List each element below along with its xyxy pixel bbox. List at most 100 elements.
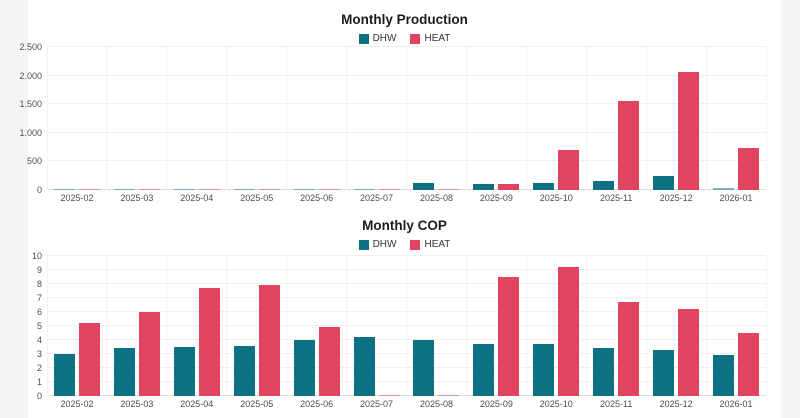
vertical-gridline	[346, 47, 348, 190]
y-tick-label: 1.000	[19, 127, 42, 138]
y-tick-label: 1.500	[19, 99, 42, 110]
vertical-gridline	[645, 47, 647, 190]
bar-group-2025-04	[167, 256, 227, 396]
bar-dhw-2025-11	[593, 181, 615, 190]
bar-dhw-2025-07	[353, 188, 375, 190]
bar-heat-2025-08	[438, 189, 460, 190]
bar-group-2025-11	[586, 256, 646, 396]
vertical-gridline	[465, 47, 467, 190]
bar-heat-2025-09	[498, 184, 520, 190]
bar-heat-2025-08	[438, 395, 460, 396]
bar-group-2026-01	[706, 47, 766, 190]
y-tick-label: 2.000	[19, 70, 42, 81]
x-tick-label: 2025-03	[120, 193, 154, 203]
bar-group-2025-10	[526, 256, 586, 396]
bar-group-2026-01	[706, 256, 766, 396]
bar-group-2025-09	[466, 256, 526, 396]
bar-dhw-2026-01	[713, 188, 735, 190]
bar-heat-2025-05	[258, 285, 280, 396]
x-tick-label: 2025-03	[120, 399, 154, 409]
legend-item-dhw[interactable]: DHW	[358, 33, 397, 44]
vertical-gridline	[286, 256, 288, 396]
bar-group-2025-08	[407, 256, 467, 396]
bar-group-2025-12	[646, 47, 706, 190]
bar-heat-2025-09	[498, 277, 520, 396]
bar-dhw-2026-01	[713, 355, 735, 396]
vertical-gridline	[585, 47, 587, 190]
y-tick-label: 7	[36, 293, 42, 303]
x-tick-label: 2025-05	[240, 193, 274, 203]
bar-heat-2026-01	[738, 333, 760, 396]
x-tick-label: 2025-04	[180, 193, 214, 203]
y-tick-label: 10	[31, 251, 42, 261]
x-tick-label: 2025-10	[539, 399, 573, 409]
bar-dhw-2025-04	[173, 347, 195, 396]
bar-group-2025-07	[347, 47, 407, 190]
vertical-gridline	[406, 47, 407, 190]
bar-dhw-2025-08	[413, 340, 435, 396]
legend-item-dhw[interactable]: DHW	[358, 239, 396, 250]
bar-dhw-2025-11	[593, 348, 615, 396]
bar-dhw-2025-03	[113, 348, 135, 396]
bar-heat-2025-02	[78, 323, 100, 396]
bar-dhw-2025-04	[173, 189, 195, 190]
production-plot-area: 0 500 1.000 1.500 2.000 2.500	[19, 42, 767, 195]
bar-dhw-2025-05	[233, 189, 255, 190]
bar-dhw-2025-08	[413, 183, 435, 190]
x-tick-label: 2025-11	[600, 193, 633, 203]
vertical-gridline	[226, 256, 228, 396]
legend-item-heat[interactable]: HEAT	[410, 239, 450, 250]
y-tick-label: 9	[36, 265, 42, 275]
cop-legend: DHW HEAT	[28, 239, 781, 250]
vertical-gridline	[406, 256, 407, 396]
x-tick-label: 2025-06	[300, 193, 334, 203]
cop-chart-title: Monthly COP	[362, 218, 447, 233]
y-tick-label: 1	[36, 377, 42, 387]
bar-group-2025-06	[287, 256, 347, 396]
bar-group-2025-08	[407, 47, 467, 190]
charts-panel: Monthly Production DHW HEAT 0 500 1.000 1.5…	[19, 0, 781, 418]
vertical-gridline	[166, 47, 168, 190]
bar-group-2025-05	[227, 47, 287, 190]
vertical-gridline	[525, 256, 527, 396]
x-tick-label: 2025-09	[479, 193, 513, 203]
bar-heat-2025-11	[618, 101, 640, 190]
bar-group-2025-03	[107, 256, 167, 396]
bar-group-2025-05	[227, 256, 287, 396]
vertical-gridline	[525, 47, 527, 190]
bar-group-2025-02	[47, 47, 107, 190]
bar-dhw-2025-09	[473, 183, 495, 190]
bar-group-2025-07	[347, 256, 407, 396]
legend-label-dhw: DHW	[372, 33, 397, 44]
bar-dhw-2025-06	[293, 340, 315, 396]
y-tick-label: 3	[36, 349, 42, 359]
vertical-gridline	[346, 256, 348, 396]
x-tick-label: 2025-02	[60, 399, 94, 409]
bar-group-2025-12	[646, 256, 706, 396]
y-tick-label: 6	[36, 307, 42, 317]
horizontal-gridline	[47, 255, 766, 256]
heat-swatch-icon	[410, 239, 421, 250]
bar-group-2025-09	[466, 47, 526, 190]
legend-item-heat[interactable]: HEAT	[410, 33, 450, 44]
bar-heat-2025-10	[558, 267, 580, 396]
x-tick-label: 2025-05	[240, 399, 274, 409]
y-tick-label: 0	[36, 391, 42, 401]
legend-label-heat: HEAT	[424, 33, 451, 44]
bar-heat-2025-04	[198, 189, 220, 190]
heat-swatch-icon	[410, 33, 421, 44]
bar-heat-2025-03	[138, 189, 160, 190]
vertical-gridline	[46, 256, 48, 396]
bar-dhw-2025-02	[53, 189, 75, 190]
legend-label-heat: HEAT	[424, 239, 451, 250]
bar-group-2025-04	[167, 47, 227, 190]
x-tick-label: 2025-07	[360, 193, 394, 203]
production-chart-title: Monthly Production	[341, 12, 468, 27]
x-tick-label: 2025-04	[180, 399, 214, 409]
vertical-gridline	[106, 47, 108, 190]
bar-dhw-2025-10	[533, 344, 555, 396]
bar-heat-2025-10	[558, 150, 580, 190]
bar-group-2025-11	[586, 47, 646, 190]
vertical-gridline	[765, 256, 767, 396]
bar-dhw-2025-06	[293, 189, 315, 190]
